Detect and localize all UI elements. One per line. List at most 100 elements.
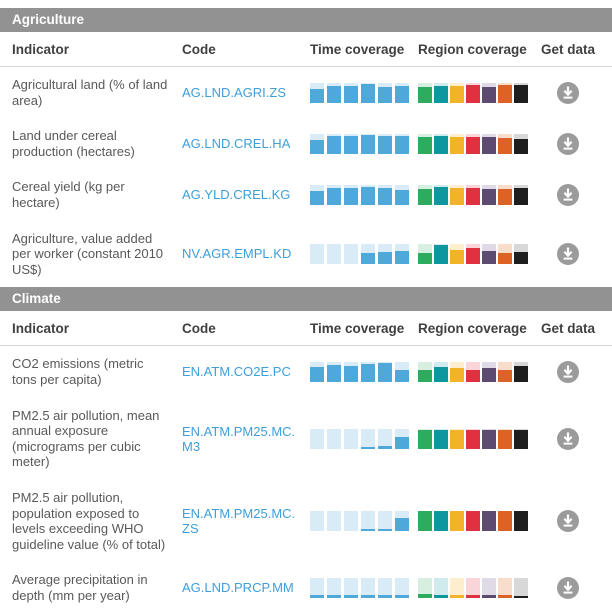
get-data-download-button[interactable]: [557, 132, 579, 155]
region-purple-square: [482, 243, 496, 264]
indicator-code-link[interactable]: EN.ATM.PM25.MC.ZS: [182, 506, 296, 537]
get-data-download-button[interactable]: [557, 360, 579, 383]
section-header-bar: Agriculture: [0, 8, 612, 32]
region-black-square: [514, 577, 528, 598]
time-coverage-bar: [327, 133, 341, 154]
indicator-section: Climate Indicator Code Time coverage Reg…: [0, 287, 612, 613]
column-header-get-data: Get data: [540, 42, 595, 57]
region-teal-square: [434, 511, 448, 532]
indicator-code-link[interactable]: AG.LND.AGRI.ZS: [182, 85, 287, 101]
get-data-download-button[interactable]: [557, 427, 579, 450]
indicator-row: Average precipitation in depth (mm per y…: [0, 562, 612, 613]
time-coverage-bars: [310, 577, 418, 598]
time-coverage-bar: [361, 511, 375, 532]
download-icon: [557, 183, 579, 206]
time-coverage-bar: [344, 428, 358, 449]
region-red-square: [466, 133, 480, 154]
get-data-download-button[interactable]: [557, 81, 579, 104]
time-coverage-bar: [310, 243, 324, 264]
get-data-download-button[interactable]: [557, 183, 579, 206]
download-icon: [557, 81, 579, 104]
column-header-get-data: Get data: [540, 321, 595, 337]
region-red-square: [466, 243, 480, 264]
indicator-name: PM2.5 air pollution, mean annual exposur…: [12, 407, 160, 470]
time-coverage-bar: [361, 82, 375, 103]
time-coverage-bar: [344, 511, 358, 532]
region-black-square: [514, 511, 528, 532]
time-coverage-bar: [378, 243, 392, 264]
time-coverage-bar: [361, 428, 375, 449]
region-green-square: [418, 82, 432, 103]
time-coverage-bar: [344, 243, 358, 264]
indicator-code-link[interactable]: AG.LND.CREL.HA: [182, 136, 291, 152]
region-orange-square: [498, 82, 512, 103]
region-black-square: [514, 243, 528, 264]
time-coverage-bar: [327, 82, 341, 103]
time-coverage-bar: [344, 184, 358, 205]
download-icon: [557, 510, 579, 533]
download-icon: [557, 360, 579, 383]
region-orange-square: [498, 243, 512, 264]
time-coverage-bars: [310, 243, 418, 264]
indicator-name: Agricultural land (% of land area): [12, 77, 168, 108]
time-coverage-bar: [395, 428, 409, 449]
region-red-square: [466, 82, 480, 103]
indicator-row: PM2.5 air pollution, mean annual exposur…: [0, 398, 612, 480]
time-coverage-bar: [327, 577, 341, 598]
time-coverage-bar: [344, 82, 358, 103]
region-coverage-squares: [418, 133, 536, 154]
region-yellow-square: [450, 243, 464, 264]
time-coverage-bar: [361, 133, 375, 154]
time-coverage-bars: [310, 184, 418, 205]
region-coverage-squares: [418, 428, 536, 449]
time-coverage-bar: [395, 133, 409, 154]
indicator-code-link[interactable]: NV.AGR.EMPL.KD: [182, 246, 292, 262]
region-green-square: [418, 428, 432, 449]
section-title: Climate: [12, 291, 61, 307]
region-coverage-squares: [418, 243, 536, 264]
indicator-name: Average precipitation in depth (mm per y…: [12, 572, 148, 603]
time-coverage-bar: [310, 133, 324, 154]
time-coverage-bar: [395, 511, 409, 532]
region-green-square: [418, 184, 432, 205]
column-header-time-coverage: Time coverage: [310, 42, 405, 57]
indicator-code-link[interactable]: EN.ATM.CO2E.PC: [182, 364, 291, 380]
region-coverage-squares: [418, 82, 536, 103]
region-purple-square: [482, 428, 496, 449]
region-yellow-square: [450, 133, 464, 154]
time-coverage-bar: [378, 133, 392, 154]
time-coverage-bar: [378, 361, 392, 382]
region-red-square: [466, 511, 480, 532]
get-data-download-button[interactable]: [557, 510, 579, 533]
region-green-square: [418, 243, 432, 264]
region-black-square: [514, 428, 528, 449]
region-coverage-squares: [418, 577, 536, 598]
region-purple-square: [482, 511, 496, 532]
get-data-download-button[interactable]: [557, 242, 579, 265]
time-coverage-bars: [310, 82, 418, 103]
region-black-square: [514, 133, 528, 154]
region-purple-square: [482, 133, 496, 154]
column-header-time-coverage: Time coverage: [310, 321, 405, 337]
indicator-row: PM2.5 air pollution, population exposed …: [0, 480, 612, 562]
time-coverage-bar: [327, 243, 341, 264]
time-coverage-bars: [310, 511, 418, 532]
indicator-row: Cereal yield (kg per hectare) AG.YLD.CRE…: [0, 169, 612, 220]
region-teal-square: [434, 577, 448, 598]
indicator-code-link[interactable]: AG.YLD.CREL.KG: [182, 187, 291, 203]
time-coverage-bar: [395, 243, 409, 264]
region-coverage-squares: [418, 511, 536, 532]
indicator-name: CO2 emissions (metric tons per capita): [12, 356, 144, 387]
get-data-download-button[interactable]: [557, 576, 579, 599]
region-yellow-square: [450, 577, 464, 598]
indicator-code-link[interactable]: AG.LND.PRCP.MM: [182, 580, 294, 596]
download-icon: [557, 132, 579, 155]
indicator-code-link[interactable]: EN.ATM.PM25.MC.M3: [182, 423, 296, 454]
time-coverage-bar: [310, 82, 324, 103]
region-teal-square: [434, 428, 448, 449]
time-coverage-bar: [395, 82, 409, 103]
region-teal-square: [434, 243, 448, 264]
region-purple-square: [482, 577, 496, 598]
time-coverage-bar: [395, 184, 409, 205]
